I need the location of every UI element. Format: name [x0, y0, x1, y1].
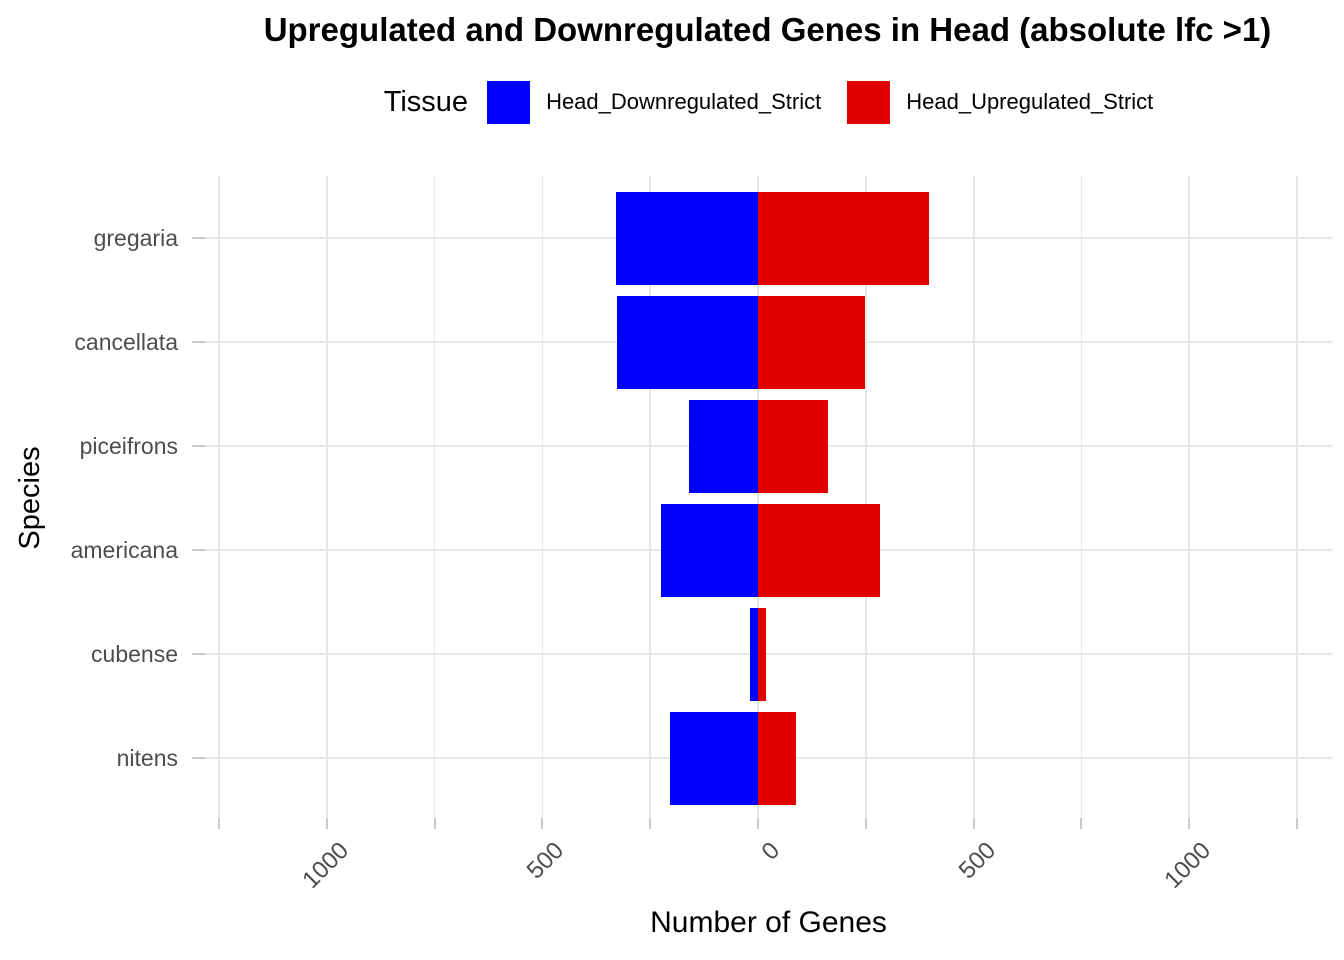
bar-upregulated-cancellata [758, 295, 865, 389]
x-tick-mark [325, 818, 328, 829]
gridline-vertical-minor [1296, 176, 1298, 818]
bar-downregulated-nitens [669, 711, 758, 805]
x-tick-mark [1296, 818, 1298, 829]
x-tick-mark [433, 818, 436, 829]
gridline-vertical-minor [1080, 176, 1083, 818]
y-tick-mark [192, 653, 205, 655]
legend-key-swatch [487, 80, 531, 124]
y-tick-label-piceifrons: piceifrons [79, 433, 178, 459]
y-tick-label-americana: americana [70, 537, 178, 563]
x-tick-mark [1080, 818, 1083, 829]
gridline-vertical-minor [218, 176, 220, 818]
legend-item-downregulated: Head_Downregulated_Strict [487, 80, 822, 124]
bar-downregulated-cancellata [616, 295, 758, 389]
bar-downregulated-gregaria [615, 191, 758, 285]
bar-upregulated-americana [758, 503, 881, 597]
gridline-vertical-minor [865, 176, 867, 818]
legend: Tissue Head_Downregulated_Strict Head_Upr… [205, 76, 1332, 128]
bar-upregulated-nitens [758, 711, 797, 805]
gridline-vertical-major [326, 176, 328, 818]
x-tick-mark [972, 818, 975, 829]
x-axis-title: Number of Genes [650, 906, 887, 939]
legend-title: Tissue [383, 85, 469, 118]
bar-downregulated-americana [660, 503, 758, 597]
chart-title: Upregulated and Downregulated Genes in H… [263, 11, 1272, 48]
y-tick-mark [192, 341, 205, 343]
bar-upregulated-cubense [758, 607, 766, 701]
y-tick-label-gregaria: gregaria [93, 225, 178, 251]
bar-downregulated-piceifrons [689, 399, 758, 493]
gridline-vertical-major [757, 176, 759, 818]
gridline-vertical-major [541, 176, 544, 818]
legend-item-upregulated: Head_Upregulated_Strict [847, 80, 1154, 124]
x-tick-mark [649, 818, 652, 829]
y-tick-mark [192, 237, 205, 239]
plot-panel [205, 176, 1332, 818]
bar-upregulated-piceifrons [758, 399, 828, 493]
y-tick-mark [192, 549, 205, 551]
gridline-vertical-major [1188, 176, 1191, 818]
y-tick-label-cancellata: cancellata [74, 329, 178, 355]
gridline-vertical-minor [649, 176, 651, 818]
y-tick-mark [192, 445, 205, 447]
x-tick-mark [1188, 818, 1191, 829]
y-tick-label-cubense: cubense [91, 641, 178, 667]
x-tick-mark [218, 818, 220, 829]
gridline-vertical-minor [433, 176, 436, 818]
y-tick-mark [192, 757, 205, 759]
y-axis-title: Species [14, 446, 46, 550]
gridline-vertical-major [972, 176, 975, 818]
x-tick-mark [757, 818, 759, 829]
bar-downregulated-cubense [750, 607, 758, 701]
x-tick-mark [864, 818, 867, 829]
legend-key-swatch [847, 80, 891, 124]
gridline-horizontal [205, 653, 1332, 655]
bar-upregulated-gregaria [758, 191, 930, 285]
legend-label: Head_Downregulated_Strict [546, 89, 822, 114]
legend-label: Head_Upregulated_Strict [906, 89, 1154, 114]
x-tick-mark [541, 818, 544, 829]
y-tick-label-nitens: nitens [116, 745, 178, 771]
